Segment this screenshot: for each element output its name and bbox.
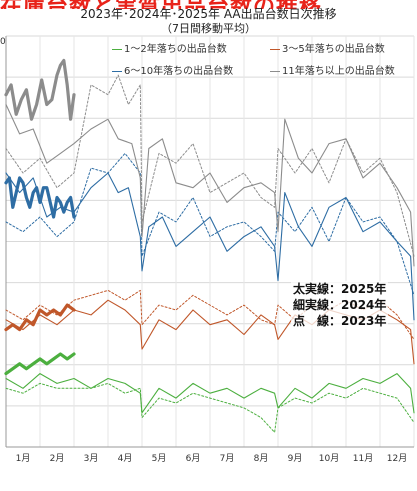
legend-item-1-2: 1～2年落ちの出品台数 — [112, 40, 227, 55]
line-style-note: 太実線：2025年 細実線：2024年 点 線：2023年 — [291, 281, 389, 329]
x-tick-label: 2月 — [50, 453, 65, 464]
x-tick-label: 8月 — [254, 453, 269, 464]
series-line-2025 — [4, 176, 76, 219]
legend-item-6-10: 6～10年落ちの出品台数 — [112, 62, 233, 77]
series-line-2024 — [5, 373, 415, 414]
x-tick-label: 4月 — [118, 453, 133, 464]
partial-red-title: 在庫台数と実質出品台数の推移 — [0, 0, 417, 9]
chart-title: 2023年･2024年･2025年 AA出品台数日次推移 — [80, 7, 337, 21]
series-line-2023 — [5, 382, 415, 433]
y-axis-top-label: 0 — [0, 37, 6, 47]
series-line-2025 — [4, 352, 76, 376]
x-tick-label: 6月 — [186, 453, 201, 464]
note-thin: 細実線：2024年 — [293, 298, 387, 312]
series-line-2023 — [5, 74, 415, 257]
chart-subtitle: （7日間移動平均） — [161, 22, 256, 35]
x-tick-label: 12月 — [387, 453, 407, 464]
legend-swatch — [270, 48, 280, 50]
legend-swatch — [270, 70, 280, 72]
legend-item-11plus: 11年落ち以上の出品台数 — [270, 62, 395, 77]
legend-swatch — [112, 70, 122, 72]
x-tick-label: 3月 — [84, 453, 99, 464]
legend-item-3-5: 3～5年落ちの出品台数 — [270, 40, 385, 55]
series-line-2024 — [5, 172, 415, 321]
x-tick-label: 9月 — [288, 453, 303, 464]
x-tick-label: 5月 — [152, 453, 167, 464]
series-line-2024 — [5, 103, 415, 267]
legend-swatch — [112, 48, 122, 50]
x-tick-label: 7月 — [220, 453, 235, 464]
note-dotted: 点 線：2023年 — [293, 314, 387, 328]
x-tick-label: 11月 — [353, 453, 373, 464]
series-line-2025 — [4, 303, 76, 332]
series-line-2025 — [4, 58, 76, 121]
x-tick-label: 1月 — [16, 453, 31, 464]
note-thick: 太実線：2025年 — [293, 282, 387, 296]
x-tick-label: 10月 — [319, 453, 339, 464]
